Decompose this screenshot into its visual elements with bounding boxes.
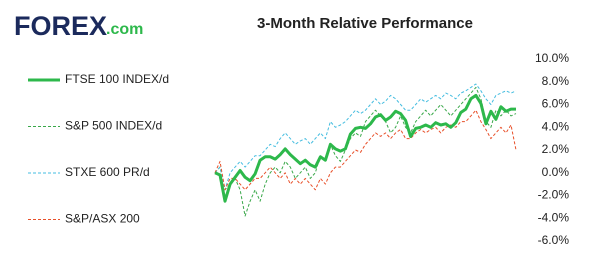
series-line bbox=[214, 86, 517, 217]
series-line bbox=[214, 93, 516, 203]
legend-label: S&P/ASX 200 bbox=[65, 212, 140, 226]
y-tick-label: -6.0% bbox=[538, 233, 570, 247]
y-tick-label: 4.0% bbox=[542, 119, 570, 133]
y-tick-label: 10.0% bbox=[535, 51, 569, 65]
series-line bbox=[214, 109, 517, 191]
legend-label: S&P 500 INDEX/d bbox=[65, 119, 162, 133]
y-tick-label: 0.0% bbox=[542, 165, 570, 179]
y-tick-label: 2.0% bbox=[542, 142, 570, 156]
y-tick-label: 8.0% bbox=[542, 74, 570, 88]
y-tick-label: -4.0% bbox=[538, 210, 570, 224]
logo-brand: FOREX bbox=[14, 11, 107, 41]
series-line bbox=[214, 83, 517, 191]
legend-label: STXE 600 PR/d bbox=[65, 165, 150, 179]
logo-suffix: .com bbox=[106, 21, 143, 38]
y-tick-label: 6.0% bbox=[542, 97, 570, 111]
y-tick-label: -2.0% bbox=[538, 188, 570, 202]
chart-title: 3-Month Relative Performance bbox=[257, 15, 473, 32]
legend-label: FTSE 100 INDEX/d bbox=[65, 72, 169, 86]
